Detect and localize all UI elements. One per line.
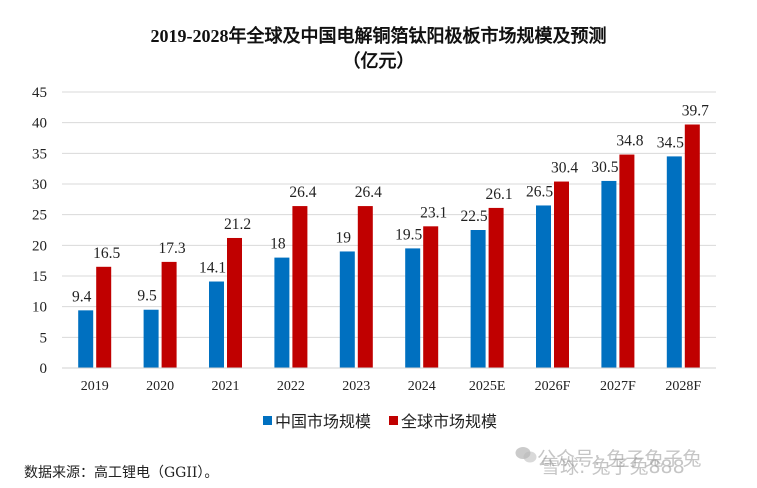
legend: 中国市场规模 全球市场规模 — [263, 408, 497, 432]
legend-item-china: 中国市场规模 — [263, 408, 371, 432]
x-tick-label: 2025E — [469, 379, 506, 394]
data-label-china: 14.1 — [199, 260, 226, 277]
y-tick-label: 45 — [32, 85, 47, 101]
x-tick-label: 2022 — [277, 379, 305, 394]
chart-subtitle: （亿元） — [342, 51, 415, 71]
data-label-global: 23.1 — [420, 204, 447, 221]
bar-global — [488, 207, 504, 368]
y-tick-label: 25 — [32, 208, 47, 224]
bar-global — [684, 124, 700, 368]
bar-global — [619, 154, 635, 368]
x-axis: 2019 2020 2021 2022 2023 2024 2025E 2026F 2027F 2… — [62, 367, 716, 394]
data-label-global: 26.4 — [355, 184, 382, 201]
bar-global — [161, 261, 177, 368]
data-source-note: 数据来源：高工锂电（GGII）。 — [24, 465, 219, 481]
watermark-text-1: 公众号: 兔子兔子兔 — [537, 448, 702, 470]
legend-swatch-china — [263, 415, 272, 425]
x-tick-label: 2020 — [146, 379, 174, 394]
y-tick-label: 20 — [32, 238, 47, 254]
data-label-global: 34.8 — [616, 133, 643, 150]
data-label-china: 19 — [336, 229, 352, 246]
data-label-china: 9.4 — [72, 288, 92, 305]
bar-china — [666, 156, 682, 368]
y-tick-label: 15 — [32, 269, 47, 285]
x-tick-label: 2021 — [212, 379, 240, 394]
y-tick-label: 5 — [40, 330, 48, 346]
data-label-china: 26.5 — [526, 183, 553, 200]
data-label-global: 16.5 — [93, 245, 120, 262]
data-label-china: 18 — [270, 236, 286, 253]
y-tick-label: 10 — [32, 300, 47, 316]
x-tick-label: 2019 — [81, 379, 109, 394]
x-tick-label: 2024 — [408, 379, 436, 394]
y-tick-label: 0 — [40, 361, 48, 377]
legend-item-global: 全球市场规模 — [389, 408, 497, 432]
bar-global — [292, 206, 308, 368]
data-label-china: 19.5 — [395, 226, 422, 243]
wechat-icon — [515, 447, 537, 463]
x-tick-label: 2023 — [342, 379, 370, 394]
data-label-global: 39.7 — [682, 103, 709, 120]
y-tick-label: 40 — [32, 116, 47, 132]
data-label-global: 17.3 — [159, 240, 186, 257]
y-tick-label: 30 — [32, 177, 47, 193]
legend-swatch-global — [389, 415, 399, 425]
bar-china — [601, 180, 617, 368]
y-axis: 0 5 10 15 20 25 30 35 40 45 — [32, 85, 47, 377]
data-label-china: 22.5 — [461, 208, 488, 225]
legend-label-china: 中国市场规模 — [275, 412, 372, 431]
bar-global — [357, 206, 373, 368]
data-labels: 9.4 16.5 9.5 17.3 14.1 21.2 18 26.4 19 26.4 19.5 23… — [72, 103, 709, 306]
bar-china — [78, 310, 94, 368]
y-tick-label: 35 — [32, 146, 47, 162]
data-label-global: 26.1 — [486, 186, 513, 203]
data-label-global: 21.2 — [224, 216, 251, 233]
bar-china — [339, 251, 355, 368]
x-tick-label: 2027F — [600, 379, 636, 394]
x-tick-label: 2026F — [535, 379, 571, 394]
data-label-global: 30.4 — [551, 160, 578, 177]
data-label-china: 34.5 — [657, 134, 684, 151]
data-label-china: 9.5 — [137, 288, 157, 305]
watermark-text-2: 雪球: 兔子兔888 — [541, 456, 685, 478]
bar-china — [405, 248, 421, 368]
data-label-china: 30.5 — [591, 159, 618, 176]
bar-china — [536, 205, 551, 368]
bar-global — [227, 237, 242, 368]
data-label-global: 26.4 — [289, 184, 316, 201]
legend-label-global: 全球市场规模 — [401, 412, 498, 431]
chart-title: 2019-2028年全球及中国电解铜箔钛阳极板市场规模及预测 — [150, 26, 607, 46]
x-tick-label: 2028F — [665, 379, 701, 394]
bar-china — [470, 230, 486, 368]
bar-china — [209, 281, 224, 368]
bar-global — [554, 181, 569, 368]
bar-global — [96, 266, 112, 368]
bars — [78, 124, 700, 368]
bar-china — [274, 257, 290, 368]
bar-china — [143, 309, 159, 368]
bar-global — [423, 226, 439, 368]
bar-chart: 0 5 10 15 20 25 30 35 40 45 9.4 16.5 9.5 17.3 14.1 21.… — [32, 85, 716, 394]
